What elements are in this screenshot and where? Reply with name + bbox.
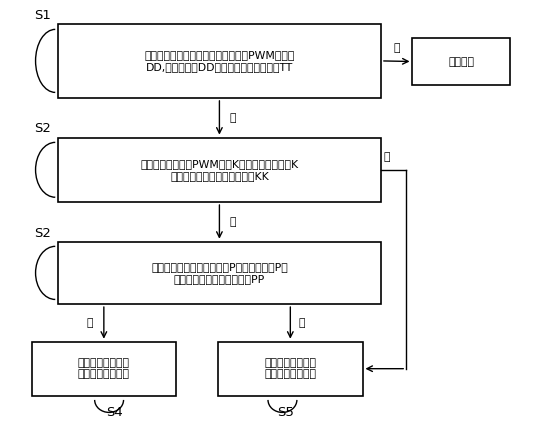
Bar: [218, 342, 362, 396]
Bar: [32, 342, 176, 396]
Text: 是: 是: [87, 318, 93, 328]
Text: 确定锅具为小锅，
执行小锅工作程序: 确定锅具为小锅， 执行小锅工作程序: [78, 358, 130, 380]
Text: 否: 否: [384, 152, 390, 162]
Text: 是: 是: [230, 217, 236, 227]
Text: 计算电磁炉当前的PWM比率K，并判断所述比率K
是否大于或等于预设的常数值KK: 计算电磁炉当前的PWM比率K，并判断所述比率K 是否大于或等于预设的常数值KK: [140, 159, 299, 181]
Text: 停止加热: 停止加热: [448, 57, 474, 67]
Bar: [58, 24, 381, 98]
Text: S4: S4: [106, 406, 123, 419]
Text: 是: 是: [230, 113, 236, 123]
Text: S2: S2: [34, 227, 51, 240]
Text: 否: 否: [393, 43, 400, 54]
Text: 当电磁炉启动加热后，获取电磁炉的PWM占空比
DD,并判断所述DD是否大于或等于预设值TT: 当电磁炉启动加热后，获取电磁炉的PWM占空比 DD,并判断所述DD是否大于或等于…: [144, 50, 295, 72]
Text: S5: S5: [277, 406, 294, 419]
Bar: [413, 37, 510, 85]
Text: 计算电磁炉当前工作的功率P，并判断功率P是
否小于或等于预设的常数值PP: 计算电磁炉当前工作的功率P，并判断功率P是 否小于或等于预设的常数值PP: [151, 262, 288, 284]
Text: S2: S2: [34, 122, 51, 136]
Text: S1: S1: [34, 9, 51, 22]
Text: 否: 否: [298, 318, 304, 328]
Text: 确定锅具为大锅，
执行大锅工作程序: 确定锅具为大锅， 执行大锅工作程序: [264, 358, 316, 380]
Bar: [58, 138, 381, 202]
Bar: [58, 242, 381, 304]
